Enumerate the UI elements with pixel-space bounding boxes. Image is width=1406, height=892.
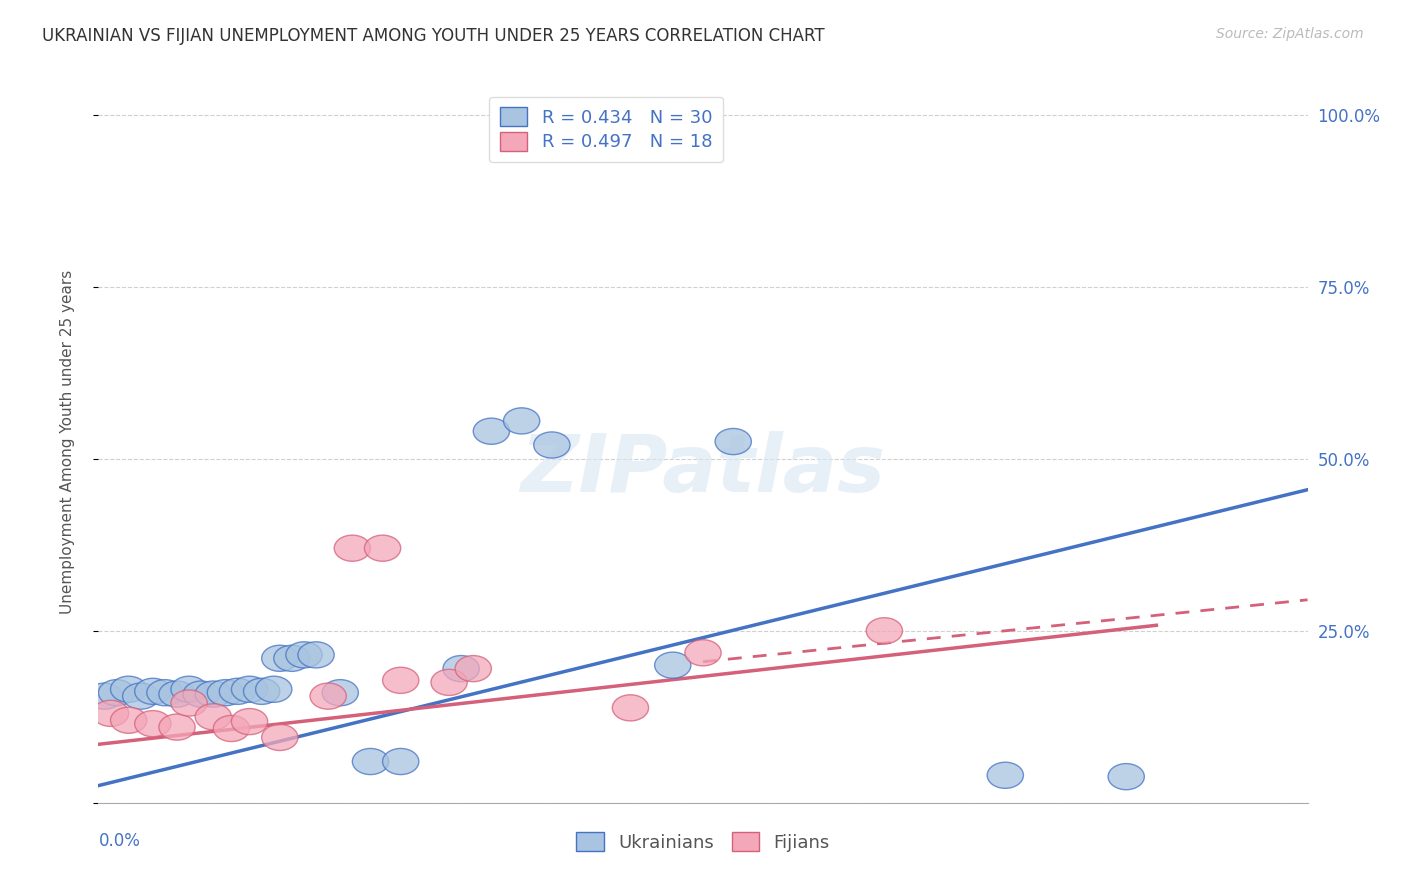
Legend: Ukrainians, Fijians: Ukrainians, Fijians — [569, 825, 837, 859]
Ellipse shape — [716, 428, 751, 455]
Ellipse shape — [219, 678, 256, 705]
Ellipse shape — [987, 762, 1024, 789]
Ellipse shape — [474, 418, 509, 444]
Ellipse shape — [172, 676, 207, 702]
Ellipse shape — [685, 640, 721, 665]
Ellipse shape — [98, 680, 135, 706]
Ellipse shape — [159, 681, 195, 707]
Ellipse shape — [232, 676, 267, 702]
Ellipse shape — [207, 680, 243, 706]
Ellipse shape — [613, 695, 648, 721]
Text: Source: ZipAtlas.com: Source: ZipAtlas.com — [1216, 27, 1364, 41]
Ellipse shape — [285, 641, 322, 668]
Ellipse shape — [135, 711, 172, 737]
Ellipse shape — [135, 678, 172, 705]
Ellipse shape — [243, 678, 280, 705]
Ellipse shape — [322, 680, 359, 706]
Ellipse shape — [159, 714, 195, 740]
Ellipse shape — [274, 645, 311, 672]
Ellipse shape — [195, 704, 232, 730]
Y-axis label: Unemployment Among Youth under 25 years: Unemployment Among Youth under 25 years — [60, 269, 75, 614]
Ellipse shape — [122, 683, 159, 709]
Ellipse shape — [503, 408, 540, 434]
Ellipse shape — [183, 681, 219, 707]
Ellipse shape — [111, 676, 146, 702]
Ellipse shape — [262, 724, 298, 750]
Ellipse shape — [298, 641, 335, 668]
Text: UKRAINIAN VS FIJIAN UNEMPLOYMENT AMONG YOUTH UNDER 25 YEARS CORRELATION CHART: UKRAINIAN VS FIJIAN UNEMPLOYMENT AMONG Y… — [42, 27, 825, 45]
Ellipse shape — [309, 683, 346, 709]
Ellipse shape — [335, 535, 371, 561]
Ellipse shape — [256, 676, 292, 702]
Text: ZIPatlas: ZIPatlas — [520, 432, 886, 509]
Ellipse shape — [353, 748, 388, 774]
Ellipse shape — [1108, 764, 1144, 789]
Ellipse shape — [382, 748, 419, 774]
Ellipse shape — [232, 708, 267, 735]
Ellipse shape — [534, 432, 569, 458]
Ellipse shape — [443, 656, 479, 681]
Ellipse shape — [432, 669, 467, 696]
Ellipse shape — [93, 700, 129, 726]
Text: 0.0%: 0.0% — [98, 832, 141, 850]
Ellipse shape — [364, 535, 401, 561]
Ellipse shape — [172, 690, 207, 716]
Ellipse shape — [146, 680, 183, 706]
Ellipse shape — [382, 667, 419, 693]
Ellipse shape — [214, 715, 250, 741]
Ellipse shape — [86, 683, 122, 709]
Ellipse shape — [866, 617, 903, 644]
Ellipse shape — [195, 681, 232, 707]
Ellipse shape — [262, 645, 298, 672]
Ellipse shape — [655, 652, 690, 678]
Ellipse shape — [111, 707, 146, 733]
Ellipse shape — [456, 656, 492, 681]
